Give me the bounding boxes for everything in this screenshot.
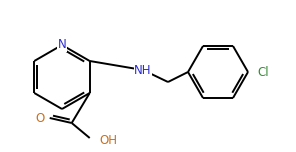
Text: Cl: Cl bbox=[257, 66, 269, 78]
Text: NH: NH bbox=[134, 64, 152, 76]
Text: OH: OH bbox=[100, 133, 118, 147]
Text: N: N bbox=[58, 38, 66, 52]
Text: O: O bbox=[36, 112, 45, 124]
